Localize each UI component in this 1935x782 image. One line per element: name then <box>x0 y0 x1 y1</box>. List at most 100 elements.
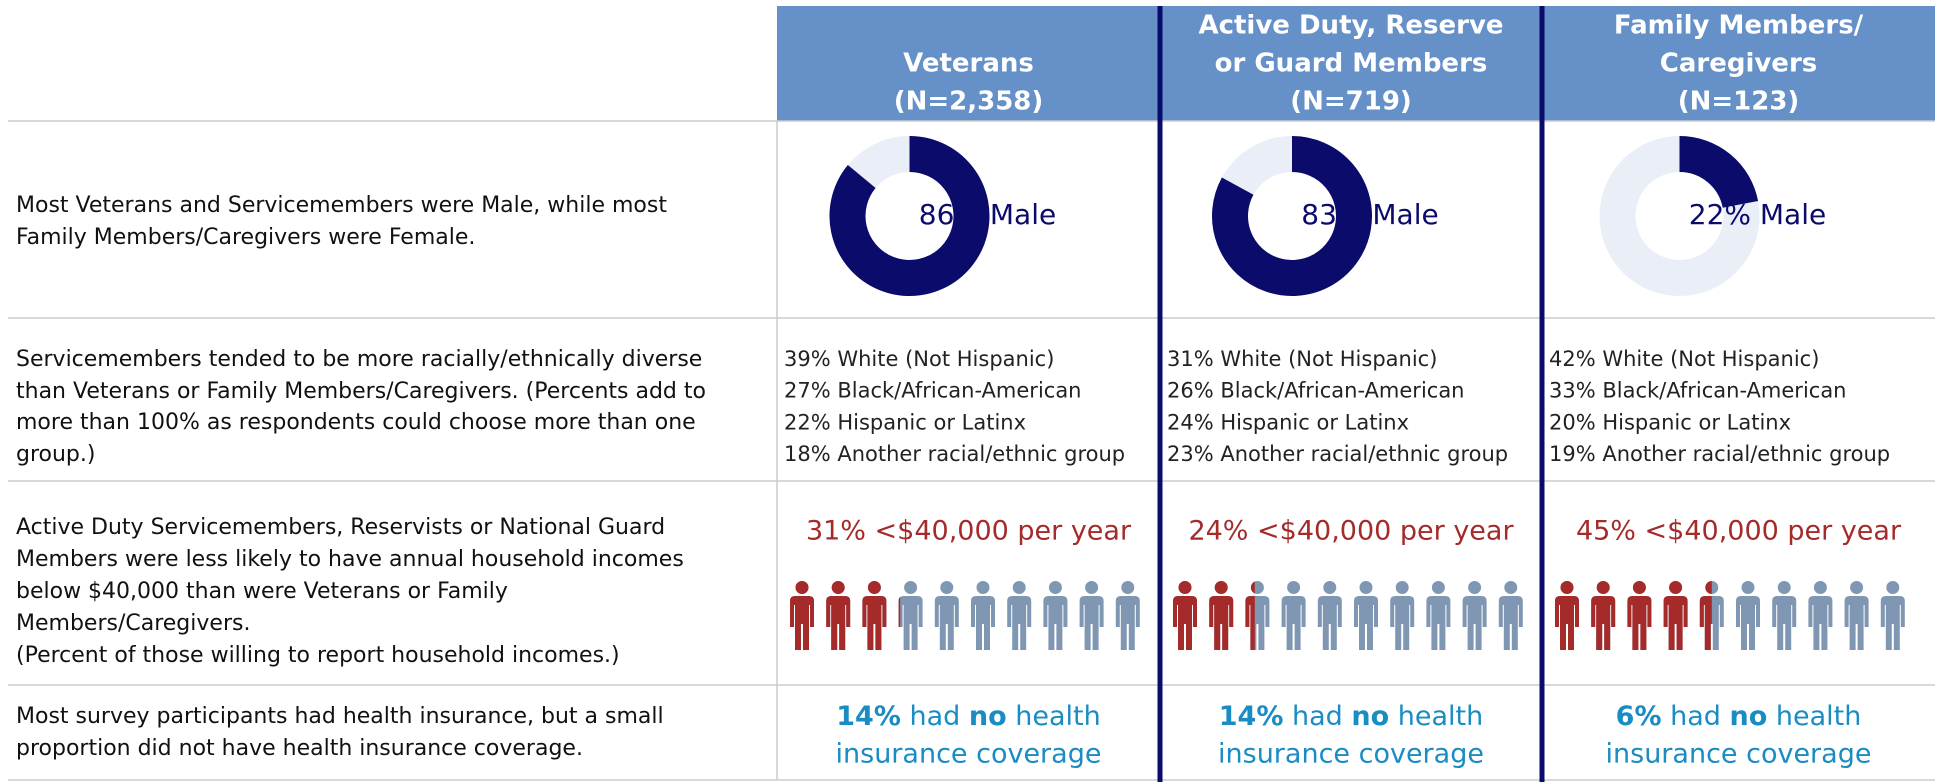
person-icon <box>1845 581 1869 650</box>
person-grey <box>971 581 995 650</box>
person-grey <box>1007 581 1031 650</box>
column-header: or Guard Members <box>1215 49 1488 79</box>
race-line: 18% Another racial/ethnic group <box>784 442 1125 466</box>
insurance-part: had <box>1292 701 1343 732</box>
person-grey <box>1499 581 1523 650</box>
row-description: than Veterans or Family Members/Caregive… <box>16 379 706 404</box>
insurance-part: no <box>1351 701 1389 732</box>
column-header: Active Duty, Reserve <box>1198 11 1503 41</box>
person-grey <box>1808 581 1832 650</box>
person-grey <box>935 581 959 650</box>
person-grey <box>1318 581 1342 650</box>
row-description: below $40,000 than were Veterans or Fami… <box>16 579 508 604</box>
insurance-part: had <box>1670 701 1721 732</box>
donut-label: 83% Male <box>1301 198 1438 231</box>
donut-arc <box>1680 154 1741 204</box>
person-icon <box>1173 581 1197 650</box>
donut-label: 22% Male <box>1689 198 1826 231</box>
insurance-part: health <box>1015 701 1100 732</box>
insurance-line: insurance coverage <box>1606 739 1872 770</box>
insurance-line: insurance coverage <box>836 739 1102 770</box>
insurance-line: 14% had no health <box>836 701 1100 732</box>
race-line: 27% Black/African-American <box>784 379 1082 403</box>
person-icon <box>1354 581 1378 650</box>
person-icon <box>1318 581 1342 650</box>
column-header: Caregivers <box>1660 49 1818 79</box>
person-icon <box>790 581 814 650</box>
person-red <box>1664 581 1688 650</box>
person-grey <box>1426 581 1450 650</box>
income-label: 24% <$40,000 per year <box>1188 516 1514 547</box>
column-header: (N=719) <box>1290 87 1412 117</box>
race-line: 26% Black/African-American <box>1167 379 1465 403</box>
person-grey <box>1463 581 1487 650</box>
person-icon <box>1700 581 1724 650</box>
race-line: 31% White (Not Hispanic) <box>1167 347 1437 371</box>
person-icon <box>1116 581 1140 650</box>
row-description: Most survey participants had health insu… <box>16 704 664 729</box>
person-red <box>862 581 886 650</box>
row-description: (Percent of those willing to report hous… <box>16 643 620 668</box>
row-description: Family Members/Caregivers were Female. <box>16 225 475 250</box>
person-grey <box>1043 581 1067 650</box>
income-label: 45% <$40,000 per year <box>1576 516 1902 547</box>
row-description: more than 100% as respondents could choo… <box>16 410 696 435</box>
insurance-part: 6% <box>1616 701 1662 732</box>
donut-label: 86% Male <box>919 198 1056 231</box>
person-grey <box>1772 581 1796 650</box>
person-icon <box>1627 581 1651 650</box>
person-icon <box>1463 581 1487 650</box>
person-red <box>1627 581 1651 650</box>
person-icon <box>1664 581 1688 650</box>
race-line: 19% Another racial/ethnic group <box>1549 442 1890 466</box>
person-red <box>1209 581 1233 650</box>
person-icon <box>1808 581 1832 650</box>
race-line: 39% White (Not Hispanic) <box>784 347 1054 371</box>
person-icon <box>1282 581 1306 650</box>
person-grey <box>1390 581 1414 650</box>
person-grey <box>1116 581 1140 650</box>
row-description: Servicemembers tended to be more raciall… <box>16 347 702 372</box>
person-red <box>1591 581 1615 650</box>
row-description: Active Duty Servicemembers, Reservists o… <box>16 515 665 540</box>
person-grey <box>1354 581 1378 650</box>
race-line: 20% Hispanic or Latinx <box>1549 410 1791 434</box>
row-description: proportion did not have health insurance… <box>16 736 583 761</box>
insurance-part: health <box>1398 701 1483 732</box>
page: Veterans(N=2,358)Active Duty, Reserveor … <box>0 0 1935 782</box>
person-icon <box>1007 581 1031 650</box>
infographic-table: Veterans(N=2,358)Active Duty, Reserveor … <box>0 0 1935 782</box>
race-line: 22% Hispanic or Latinx <box>784 410 1026 434</box>
column-header: (N=123) <box>1678 87 1800 117</box>
person-icon <box>1591 581 1615 650</box>
person-grey <box>899 581 923 650</box>
person-red <box>1173 581 1197 650</box>
person-grey <box>1736 581 1760 650</box>
insurance-line: 14% had no health <box>1219 701 1483 732</box>
person-icon <box>1499 581 1523 650</box>
person-icon <box>1555 581 1579 650</box>
person-icon <box>1209 581 1233 650</box>
race-line: 23% Another racial/ethnic group <box>1167 442 1508 466</box>
insurance-part: 14% <box>836 701 901 732</box>
race-line: 33% Black/African-American <box>1549 379 1847 403</box>
person-icon <box>1080 581 1104 650</box>
person-red <box>826 581 850 650</box>
race-line: 24% Hispanic or Latinx <box>1167 410 1409 434</box>
person-icon <box>1736 581 1760 650</box>
person-red <box>790 581 814 650</box>
person-icon <box>1772 581 1796 650</box>
column-header: Veterans <box>903 49 1034 79</box>
insurance-line: insurance coverage <box>1218 739 1484 770</box>
person-icon <box>935 581 959 650</box>
person-icon <box>862 581 886 650</box>
person-icon <box>1426 581 1450 650</box>
insurance-part: health <box>1776 701 1861 732</box>
income-label: 31% <$40,000 per year <box>806 516 1132 547</box>
person-grey <box>1845 581 1869 650</box>
person-grey <box>1881 581 1905 650</box>
insurance-part: no <box>1729 701 1767 732</box>
row-description: group.) <box>16 442 95 467</box>
race-line: 42% White (Not Hispanic) <box>1549 347 1819 371</box>
column-header: Family Members/ <box>1614 11 1864 41</box>
